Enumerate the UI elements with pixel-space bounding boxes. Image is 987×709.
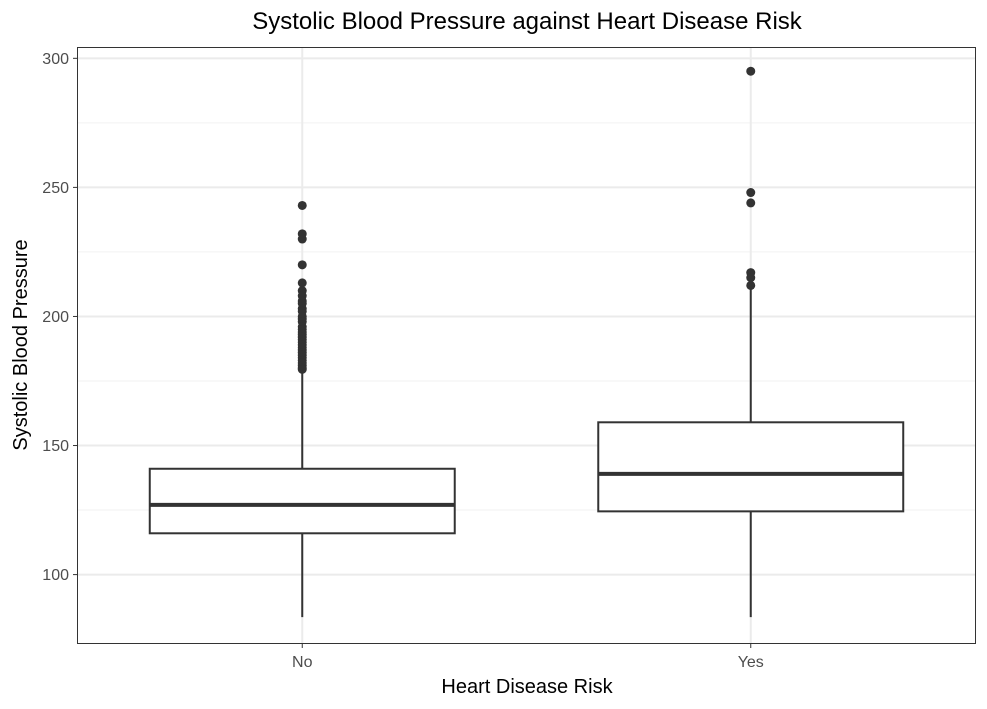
y-tick-label: 100 <box>42 567 69 584</box>
grid <box>78 48 975 643</box>
outlier-point <box>746 66 756 76</box>
x-axis-title: Heart Disease Risk <box>441 676 613 698</box>
y-tick-label: 300 <box>42 51 69 68</box>
outlier-point <box>746 198 756 208</box>
outlier-point <box>746 188 756 198</box>
outlier-point <box>297 364 307 374</box>
chart-title: Systolic Blood Pressure against Heart Di… <box>252 8 803 35</box>
outlier-point <box>297 200 307 210</box>
box-group-no <box>148 200 456 618</box>
box-layer <box>148 66 905 618</box>
outlier-point <box>297 278 307 288</box>
box-iqr <box>148 467 456 535</box>
box-group-yes <box>597 66 905 618</box>
panel-border <box>77 47 976 644</box>
box-iqr <box>597 421 905 513</box>
outlier-point <box>297 234 307 244</box>
outlier-point <box>746 273 756 283</box>
x-tick-label-yes: Yes <box>738 654 764 671</box>
y-tick-label: 150 <box>42 438 69 455</box>
x-tick-label-no: No <box>292 654 313 671</box>
y-axis-title: Systolic Blood Pressure <box>10 239 32 450</box>
panel-background <box>78 48 975 643</box>
x-axis: No Yes <box>292 643 764 671</box>
y-tick-label: 250 <box>42 180 69 197</box>
outlier-point <box>297 260 307 270</box>
outlier-point <box>746 280 756 290</box>
y-tick-label: 200 <box>42 309 69 326</box>
y-axis: 100 150 200 250 300 <box>42 51 78 584</box>
